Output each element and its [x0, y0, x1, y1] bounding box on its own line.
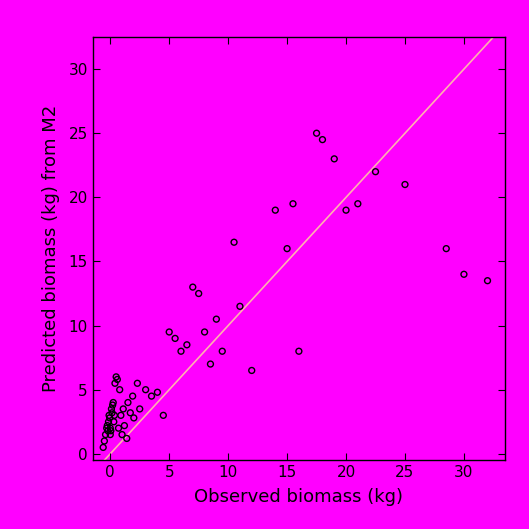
Point [115, 386, 124, 394]
Point [130, 414, 138, 422]
Point [147, 392, 156, 400]
Point [200, 328, 209, 336]
Point [171, 334, 179, 343]
Point [103, 422, 112, 430]
Point [248, 366, 256, 375]
Point [289, 199, 297, 208]
Point [106, 424, 114, 432]
Point [118, 431, 126, 439]
Point [108, 408, 116, 417]
Point [342, 206, 350, 214]
Point [460, 270, 468, 278]
Point [159, 411, 168, 419]
Point [484, 277, 492, 285]
Point [99, 443, 107, 452]
Point [401, 180, 409, 189]
Point [103, 424, 111, 432]
Point [271, 206, 279, 214]
Point [114, 424, 123, 432]
Point [165, 328, 174, 336]
Point [371, 168, 380, 176]
Point [330, 154, 339, 163]
Point [141, 386, 150, 394]
X-axis label: Observed biomass (kg): Observed biomass (kg) [194, 488, 404, 506]
Point [206, 360, 215, 368]
Point [107, 405, 116, 413]
Point [111, 379, 119, 388]
Point [230, 238, 238, 247]
Point [100, 437, 108, 445]
Point [129, 392, 137, 400]
Point [110, 411, 118, 419]
Point [295, 347, 303, 355]
Point [108, 401, 117, 409]
Point [195, 289, 203, 298]
Point [109, 398, 117, 407]
Point [188, 283, 197, 291]
Point [106, 431, 114, 439]
Point [153, 388, 162, 397]
Point [123, 434, 131, 443]
Point [110, 417, 118, 426]
Point [105, 414, 114, 422]
Point [236, 302, 244, 311]
Point [102, 431, 110, 439]
Point [104, 426, 112, 435]
Point [312, 129, 321, 138]
Point [218, 347, 226, 355]
Point [119, 405, 127, 413]
Point [283, 244, 291, 253]
Point [177, 347, 185, 355]
Point [105, 411, 113, 419]
Point [135, 405, 144, 413]
Point [116, 411, 125, 419]
Point [124, 398, 132, 407]
Point [112, 372, 121, 381]
Y-axis label: Predicted biomass (kg) from M2: Predicted biomass (kg) from M2 [42, 105, 60, 393]
Point [212, 315, 221, 323]
Point [442, 244, 451, 253]
Point [126, 408, 134, 417]
Point [104, 417, 113, 426]
Point [318, 135, 327, 144]
Point [107, 426, 115, 435]
Point [133, 379, 142, 388]
Point [353, 199, 362, 208]
Point [120, 422, 129, 430]
Point [183, 341, 191, 349]
Point [113, 375, 122, 384]
